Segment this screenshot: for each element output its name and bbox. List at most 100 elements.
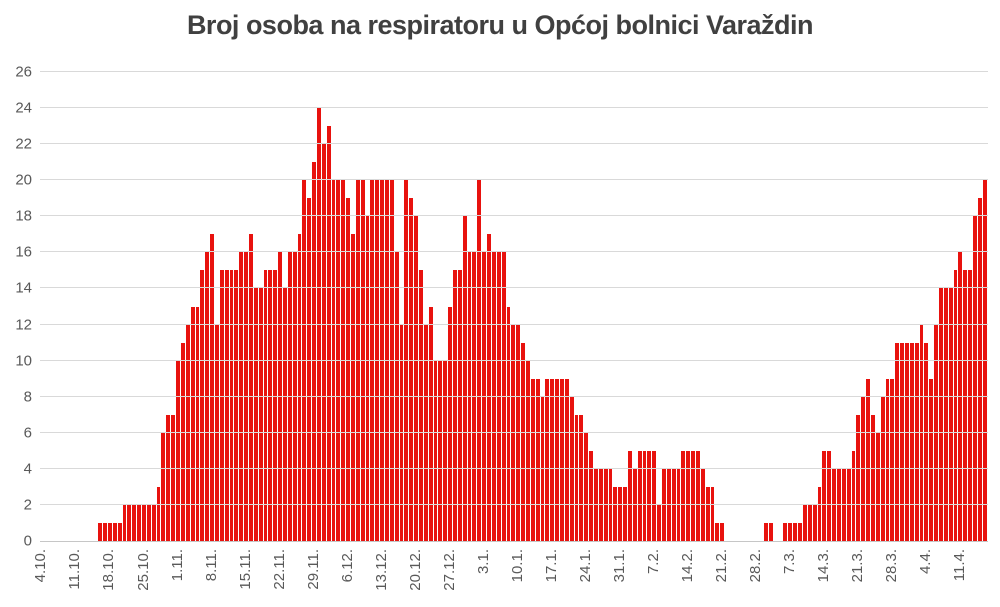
- bar: [880, 396, 885, 541]
- bar: [487, 234, 491, 541]
- bar: [642, 450, 647, 541]
- bar: [948, 288, 953, 541]
- bar: [963, 270, 968, 541]
- bar: [108, 522, 112, 541]
- y-tick-label: 2: [23, 496, 32, 514]
- bar: [268, 270, 273, 541]
- bar: [297, 234, 302, 541]
- bar: [200, 270, 205, 541]
- bar: [900, 342, 904, 541]
- bar: [943, 288, 948, 541]
- gridline: [40, 143, 988, 145]
- bar: [287, 252, 292, 541]
- bar: [783, 522, 788, 541]
- bar: [491, 252, 496, 541]
- bar: [929, 378, 934, 541]
- y-tick-label: 18: [15, 207, 32, 225]
- bar: [555, 378, 559, 541]
- bar: [331, 180, 336, 541]
- bar: [404, 180, 409, 541]
- bar: [394, 252, 399, 541]
- bar: [346, 198, 350, 541]
- x-tick-label: 21.3.: [849, 549, 867, 583]
- bar: [190, 306, 195, 541]
- bar: [336, 180, 341, 541]
- bar: [691, 450, 696, 541]
- bar: [501, 252, 506, 541]
- bar: [807, 504, 812, 541]
- bar: [443, 360, 448, 541]
- bar: [982, 180, 987, 541]
- bar: [608, 468, 613, 541]
- bar: [977, 198, 982, 541]
- bar: [521, 342, 525, 541]
- y-tick-label: 24: [15, 99, 32, 117]
- bar: [909, 342, 914, 541]
- bar: [710, 486, 715, 541]
- bar: [676, 468, 681, 541]
- x-tick-label: 27.12.: [440, 549, 458, 591]
- bar: [409, 198, 414, 541]
- x-tick-label: 10.1.: [508, 549, 526, 583]
- gridline: [40, 107, 988, 109]
- bar: [662, 468, 666, 541]
- bar: [598, 468, 603, 541]
- bar: [530, 378, 535, 541]
- bar: [861, 396, 866, 541]
- bar: [457, 270, 462, 541]
- y-tick-label: 14: [15, 279, 32, 297]
- bar: [122, 504, 127, 541]
- bar: [637, 450, 642, 541]
- bar: [904, 342, 909, 541]
- bar: [326, 126, 331, 541]
- bar: [419, 270, 423, 541]
- bar: [550, 378, 555, 541]
- bar: [647, 450, 652, 541]
- bar: [506, 306, 511, 541]
- bar: [146, 504, 151, 541]
- bar: [564, 378, 569, 541]
- bar: [589, 450, 593, 541]
- gridline: [40, 251, 988, 253]
- bar: [525, 360, 530, 541]
- bar: [355, 180, 360, 541]
- y-axis: 0 2 4 6 8 10 12 14 16 18 20 22 24 26: [0, 64, 32, 550]
- y-tick-label: 26: [15, 63, 32, 81]
- bar: [511, 324, 516, 541]
- bar: [812, 504, 817, 541]
- bar: [540, 396, 545, 541]
- bar: [836, 468, 841, 541]
- bar: [292, 252, 297, 541]
- bar: [351, 234, 355, 541]
- bar: [151, 504, 156, 541]
- bar: [574, 414, 579, 541]
- x-tick-label: 6.12.: [338, 549, 356, 583]
- bar: [817, 486, 822, 541]
- x-tick-label: 8.11.: [202, 549, 220, 582]
- bar: [312, 162, 316, 541]
- bar: [841, 468, 846, 541]
- bar: [895, 342, 900, 541]
- y-tick-label: 16: [15, 243, 32, 261]
- bar: [613, 486, 618, 541]
- bar-series: [40, 72, 988, 541]
- bar: [715, 522, 720, 541]
- bar: [166, 414, 171, 541]
- bar: [584, 432, 589, 541]
- gridline: [40, 215, 988, 217]
- y-tick-label: 4: [23, 460, 32, 478]
- bar: [686, 450, 691, 541]
- bar: [112, 522, 117, 541]
- x-tick-label: 28.2.: [747, 549, 765, 583]
- y-tick-label: 6: [23, 424, 32, 442]
- bar: [453, 270, 457, 541]
- bar: [545, 378, 550, 541]
- bar: [423, 324, 428, 541]
- bar: [846, 468, 851, 541]
- bar: [657, 504, 661, 541]
- bar: [414, 216, 419, 541]
- y-tick-label: 10: [15, 352, 32, 370]
- bar: [278, 252, 282, 541]
- bar: [798, 522, 802, 541]
- x-tick-label: 21.2.: [713, 549, 731, 583]
